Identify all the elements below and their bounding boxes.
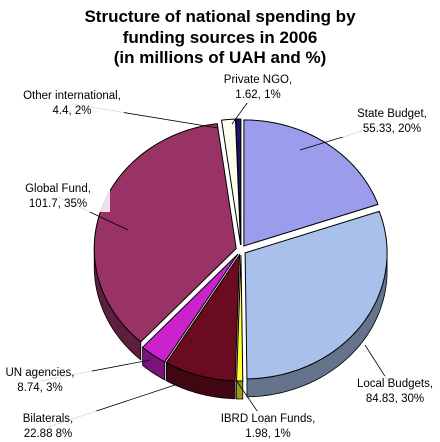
pie-slice	[243, 119, 379, 247]
chart-subtitle: (in millions of UAH and %)	[113, 48, 327, 67]
pie-slice	[141, 253, 239, 363]
value-label: 84.83, 30%	[366, 393, 424, 405]
label-background	[343, 376, 440, 407]
value-label: 8.74, 3%	[17, 382, 62, 394]
value-label: 55.33, 20%	[363, 123, 421, 135]
pie-slice	[244, 210, 388, 380]
pie-slice	[235, 254, 244, 382]
value-label: 1.62, 1%	[235, 89, 280, 101]
value-label: 4.4, 2%	[53, 105, 92, 117]
label-background	[20, 88, 124, 119]
label-background	[0, 365, 92, 396]
category-label: Private NGO,	[224, 74, 292, 86]
label-background	[0, 411, 100, 442]
pie-slice	[220, 118, 242, 246]
label-background	[206, 72, 310, 103]
category-label: Bilaterals,	[23, 413, 74, 425]
pie-slice-side	[236, 380, 244, 400]
pie-slice	[235, 118, 242, 246]
value-label: 22.88 8%	[24, 428, 73, 440]
category-label: Local Budgets,	[357, 378, 433, 390]
pie-slice	[165, 253, 241, 382]
label-background	[340, 106, 440, 137]
category-label: UN agencies,	[5, 367, 74, 379]
label-background	[6, 181, 110, 212]
value-label: 1.98, 1%	[245, 428, 290, 440]
category-label: State Budget,	[357, 108, 427, 120]
label-background	[216, 411, 320, 442]
value-label: 101.7, 35%	[29, 198, 87, 210]
category-label: Other international,	[23, 90, 121, 102]
category-label: IBRD Loan Funds,	[221, 413, 316, 425]
category-label: Global Fund,	[25, 183, 91, 195]
chart-title: Structure of national spending by fundin…	[84, 7, 356, 47]
